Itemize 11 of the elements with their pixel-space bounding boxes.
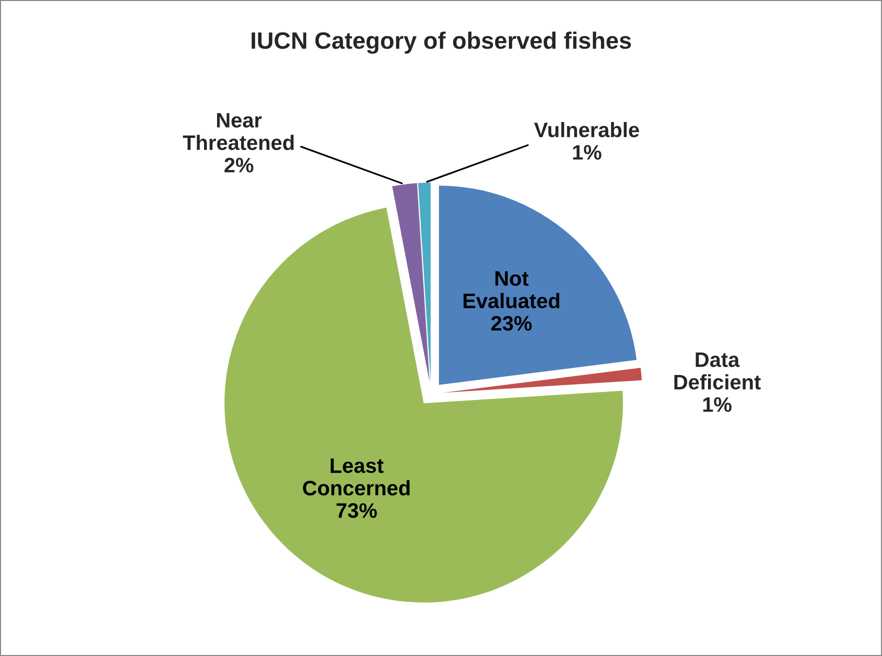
data-label: 73% xyxy=(336,503,377,518)
slice-label: Data Deficient xyxy=(674,352,761,390)
data-label: 2% xyxy=(224,158,254,172)
slice-label: Near Threatened xyxy=(182,113,294,150)
data-label: 23% xyxy=(491,316,532,331)
slice-label: Vulnerable xyxy=(534,122,640,138)
data-label: 1% xyxy=(703,397,732,412)
data-label: 1% xyxy=(573,145,602,160)
chart-title: IUCN Category of observed fishes xyxy=(252,32,631,54)
slice-label: Least Concerned xyxy=(303,458,410,496)
slice-label: Not Evaluated xyxy=(464,271,560,308)
